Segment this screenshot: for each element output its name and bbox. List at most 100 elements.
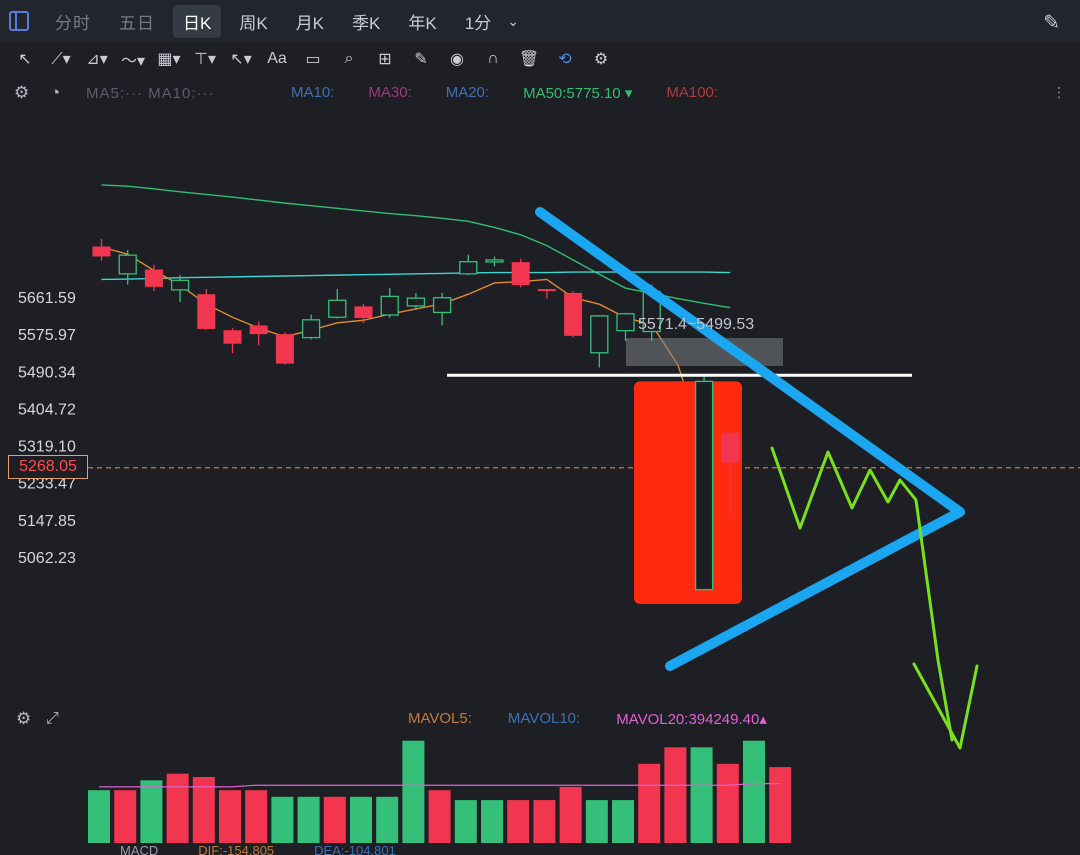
ma-items: MA10: MA30: MA20: MA50:5775.10 ▾ MA100: xyxy=(291,84,752,102)
price-axis-label: 5490.34 xyxy=(18,364,76,381)
chevron-down-icon[interactable]: ⌄ xyxy=(507,12,519,29)
candle-body xyxy=(380,295,399,316)
macd-legend-2: DEA:-104.801 xyxy=(314,843,396,855)
candle-body xyxy=(118,254,137,275)
tab-5[interactable]: 季K xyxy=(352,13,381,33)
candle-body xyxy=(564,292,583,336)
volume-bar xyxy=(690,747,713,843)
comment-icon[interactable]: ▭ xyxy=(305,51,321,68)
candle-body xyxy=(92,246,111,257)
period-tab-bar: 分时 五日 日K 周K 月K 季K 年K 1分 ⌄ ✎ xyxy=(0,0,1080,42)
tab-list: 分时 五日 日K 周K 月K 季K 年K 1分 xyxy=(45,4,509,38)
text-icon[interactable]: Aa xyxy=(267,50,287,67)
volume-bar xyxy=(481,800,503,843)
ma-blurred-label: MA5:··· MA10:··· xyxy=(86,84,215,102)
tab-1[interactable]: 五日 xyxy=(119,13,155,33)
drawing-toolbar: ↖ ⟋▾ ⊿▾ 〜▾ ▦▾ ⊤▾ ↖▾ Aa ▭ ⌕ ⊞ ✎ ◉ ∩ 🗑 ⟲ ⚙ xyxy=(0,42,1080,76)
volume-bar xyxy=(507,800,530,843)
tab-7[interactable]: 1分 xyxy=(464,13,492,33)
indicator-toggle-icon[interactable]: ◔ xyxy=(50,83,61,102)
tab-6[interactable]: 年K xyxy=(408,13,437,33)
layout-toggle-icon[interactable] xyxy=(9,11,29,31)
volume-bar xyxy=(559,786,582,843)
eye-icon[interactable]: ◉ xyxy=(450,51,464,68)
range-label: 5571.4~5499.53 xyxy=(638,316,755,333)
volume-bar xyxy=(533,800,556,843)
projected-path xyxy=(770,446,954,742)
volume-bar xyxy=(585,800,608,843)
current-price-tag: 5268.05 xyxy=(8,455,88,479)
volume-bar xyxy=(350,796,372,843)
macd-legend-0: MACD xyxy=(120,843,159,855)
volume-bar xyxy=(297,796,320,843)
candle-body xyxy=(249,325,268,335)
candle-body xyxy=(432,297,452,314)
ma-legend-0: MA10: xyxy=(291,84,335,101)
candle-body xyxy=(197,294,216,329)
candle-body xyxy=(406,297,426,307)
sync-icon[interactable]: ⟲ xyxy=(558,51,572,68)
volume-bar xyxy=(402,740,425,843)
ma-legend-2: MA20: xyxy=(445,84,490,101)
candle-body xyxy=(144,269,163,287)
candle-body xyxy=(721,432,740,463)
tab-4[interactable]: 月K xyxy=(295,13,325,33)
volume-bar xyxy=(428,790,451,843)
vertical-measure-icon[interactable]: ⊤▾ xyxy=(194,51,216,68)
volume-bar xyxy=(323,796,346,843)
candle-body xyxy=(223,330,242,344)
price-axis-label: 5147.85 xyxy=(18,513,76,530)
candle-body xyxy=(511,262,530,286)
volume-bar xyxy=(192,777,215,843)
volume-bar xyxy=(376,796,399,843)
candle-body xyxy=(275,334,294,364)
trend-line-icon[interactable]: ⟋▾ xyxy=(51,51,71,68)
magnet-icon[interactable]: ∩ xyxy=(487,50,499,67)
trash-icon[interactable]: 🗑 xyxy=(518,51,540,68)
candle-body xyxy=(485,259,504,263)
volume-settings-gear-icon[interactable]: ⚙ xyxy=(16,709,32,728)
volume-bar xyxy=(769,767,792,843)
mavol20-line xyxy=(99,782,781,788)
price-axis-label: 5233.47 xyxy=(18,476,76,493)
more-icon[interactable]: ⋮ xyxy=(1052,84,1066,100)
volume-bar xyxy=(743,740,765,843)
expand-icon[interactable]: ⤢ xyxy=(46,710,59,727)
highlighted-candle xyxy=(634,381,742,604)
wave-icon[interactable]: 〜▾ xyxy=(120,53,146,70)
gear-icon[interactable]: ⚙ xyxy=(593,51,609,68)
ma-legend-bar: ⚙ ◔ MA5:··· MA10:··· MA10: MA30: MA20: MA50… xyxy=(0,78,1080,108)
price-axis-label: 5661.59 xyxy=(18,290,76,307)
candle-body xyxy=(590,315,609,354)
volume-bar xyxy=(454,800,477,843)
price-axis-label: 5062.23 xyxy=(18,550,76,567)
volume-bar xyxy=(219,790,241,843)
volume-bar xyxy=(664,747,687,843)
tab-0[interactable]: 分时 xyxy=(55,13,91,33)
arrow-icon[interactable]: ↖▾ xyxy=(230,51,252,68)
fibonacci-icon[interactable]: ▦▾ xyxy=(157,51,181,68)
range-highlight-box xyxy=(626,338,783,366)
candle-body xyxy=(616,313,635,332)
mavol-legend-1: MAVOL10: xyxy=(507,710,581,727)
volume-bar xyxy=(140,780,163,843)
cursor-icon[interactable]: ↖ xyxy=(18,51,32,68)
chart-type-icon[interactable]: ⊞ xyxy=(378,51,392,68)
channel-icon[interactable]: ⊿▾ xyxy=(86,51,108,68)
price-axis-label: 5319.10 xyxy=(18,439,76,456)
pen-icon[interactable]: ✎ xyxy=(1043,12,1060,34)
volume-bar xyxy=(638,763,661,843)
tab-3[interactable]: 周K xyxy=(239,13,268,33)
mavol-legend-0: MAVOL5: xyxy=(408,710,472,727)
volume-bar xyxy=(245,790,268,843)
ma-settings-gear-icon[interactable]: ⚙ xyxy=(14,83,30,102)
brush-icon[interactable]: ✎ xyxy=(414,51,428,68)
search-icon[interactable]: ⌕ xyxy=(344,50,354,67)
volume-bar xyxy=(166,773,189,843)
tab-2[interactable]: 日K xyxy=(173,4,222,38)
candle-body xyxy=(537,289,556,292)
candle-body xyxy=(354,306,373,319)
candle-body xyxy=(328,299,347,318)
candle-body xyxy=(459,261,478,275)
